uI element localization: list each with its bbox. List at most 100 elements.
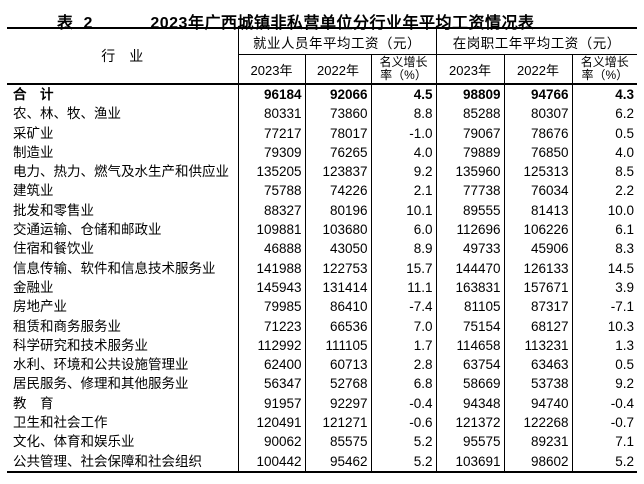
column-header-2022-staff: 2022年	[503, 54, 573, 85]
table-header: 行 业 就业人员年平均工资（元） 在岗职工年平均工资（元） 2023年 2022…	[7, 28, 638, 85]
value-cell: 79067	[435, 123, 505, 143]
industry-cell: 居民服务、修理和其他服务业	[13, 376, 189, 392]
value-cell: 74226	[304, 181, 371, 201]
value-cell: 95575	[435, 432, 505, 452]
value-cell: 3.9	[571, 277, 638, 298]
table-row: 公共管理、社会保障和社会组织 100442 95462 5.2 103691 98602 5…	[7, 451, 638, 472]
value-cell: 11.1	[370, 277, 437, 298]
value-cell: 14.5	[571, 258, 638, 278]
industry-cell: 房地产业	[13, 299, 67, 315]
value-cell: 8.5	[571, 162, 638, 182]
industry-cell: 电力、热力、燃气及水生产和供应业	[13, 164, 229, 180]
value-cell: 2.1	[370, 181, 437, 201]
table-row: 制造业 79309 76265 4.0 79889 76850 4.0	[7, 142, 638, 163]
value-cell: 106226	[503, 220, 573, 240]
value-cell: 120491	[237, 413, 305, 433]
value-cell: 6.8	[370, 374, 437, 394]
value-cell: 46888	[237, 239, 305, 259]
industry-cell: 科学研究和技术服务业	[13, 337, 148, 353]
value-cell: 2.2	[571, 181, 638, 201]
value-cell: 8.8	[370, 104, 437, 124]
value-cell: 112696	[435, 220, 505, 240]
industry-cell: 卫生和社会工作	[13, 415, 108, 431]
value-cell: -0.4	[571, 393, 638, 414]
industry-cell: 文化、体育和娱乐业	[13, 434, 135, 450]
value-cell: 79309	[237, 142, 305, 163]
value-cell: 111105	[304, 335, 371, 356]
value-cell: 135960	[435, 162, 505, 182]
value-cell: 4.3	[571, 84, 638, 105]
value-cell: 0.5	[571, 123, 638, 143]
value-cell: -1.0	[370, 123, 437, 143]
wage-table: 行 业 就业人员年平均工资（元） 在岗职工年平均工资（元） 2023年 2022…	[7, 27, 638, 473]
value-cell: 8.9	[370, 239, 437, 259]
value-cell: 5.2	[370, 451, 437, 472]
value-cell: 9.2	[571, 374, 638, 394]
value-cell: 10.1	[370, 200, 437, 221]
table-row: 农、林、牧、渔业 80331 73860 8.8 85288 80307 6.2	[7, 104, 638, 124]
value-cell: 88327	[237, 200, 305, 221]
value-cell: 131414	[304, 277, 371, 298]
value-cell: 98602	[503, 451, 573, 472]
value-cell: 112992	[237, 335, 305, 356]
table-row: 电力、热力、燃气及水生产和供应业 135205 123837 9.2 135960 125…	[7, 162, 638, 182]
industry-cell: 制造业	[13, 144, 54, 160]
value-cell: 85288	[435, 104, 505, 124]
value-cell: 6.0	[370, 220, 437, 240]
value-cell: 113231	[503, 335, 573, 356]
value-cell: 58669	[435, 374, 505, 394]
column-header-2022-employed: 2022年	[304, 54, 371, 85]
value-cell: 76850	[503, 142, 573, 163]
value-cell: 96184	[237, 84, 305, 105]
table-row: 文化、体育和娱乐业 90062 85575 5.2 95575 89231 7.1	[7, 432, 638, 452]
value-cell: 92066	[304, 84, 371, 105]
value-cell: 145943	[237, 277, 305, 298]
value-cell: 68127	[503, 316, 573, 336]
value-cell: 52768	[304, 374, 371, 394]
value-cell: 157671	[503, 277, 573, 298]
value-cell: 62400	[237, 355, 305, 375]
value-cell: 81413	[503, 200, 573, 221]
value-cell: 1.7	[370, 335, 437, 356]
value-cell: 122753	[304, 258, 371, 278]
table-row: 教 育 91957 92297 -0.4 94348 94740 -0.4	[7, 393, 638, 414]
table-row: 卫生和社会工作 120491 121271 -0.6 121372 122268 -0.7	[7, 413, 638, 433]
table-row: 居民服务、修理和其他服务业 56347 52768 6.8 58669 53738 9.2	[7, 374, 638, 394]
value-cell: 89555	[435, 200, 505, 221]
table-row: 水利、环境和公共设施管理业 62400 60713 2.8 63754 63463 0.5	[7, 355, 638, 375]
value-cell: 5.2	[571, 451, 638, 472]
group-header-employed-wage: 就业人员年平均工资（元）	[237, 28, 437, 55]
value-cell: 5.2	[370, 432, 437, 452]
value-cell: 6.2	[571, 104, 638, 124]
industry-cell: 教 育	[13, 395, 54, 411]
value-cell: 91957	[237, 393, 305, 414]
value-cell: 63754	[435, 355, 505, 375]
value-cell: 73860	[304, 104, 371, 124]
industry-cell: 采矿业	[13, 125, 54, 141]
value-cell: 8.3	[571, 239, 638, 259]
table-row: 房地产业 79985 86410 -7.4 81105 87317 -7.1	[7, 297, 638, 317]
value-cell: 56347	[237, 374, 305, 394]
value-cell: 66536	[304, 316, 371, 336]
value-cell: 4.0	[571, 142, 638, 163]
value-cell: 121372	[435, 413, 505, 433]
value-cell: 121271	[304, 413, 371, 433]
table-row: 建筑业 75788 74226 2.1 77738 76034 2.2	[7, 181, 638, 201]
table-row: 批发和零售业 88327 80196 10.1 89555 81413 10.0	[7, 200, 638, 221]
value-cell: -0.4	[370, 393, 437, 414]
value-cell: 75788	[237, 181, 305, 201]
column-header-2023-staff: 2023年	[435, 54, 505, 85]
value-cell: 98809	[435, 84, 505, 105]
value-cell: 7.1	[571, 432, 638, 452]
value-cell: 71223	[237, 316, 305, 336]
industry-cell: 信息传输、软件和信息技术服务业	[13, 260, 216, 276]
value-cell: 109881	[237, 220, 305, 240]
industry-cell: 建筑业	[13, 183, 54, 199]
value-cell: 94766	[503, 84, 573, 105]
value-cell: 87317	[503, 297, 573, 317]
industry-cell: 合 计	[13, 87, 54, 102]
sub-header-row: 2023年 2022年 名义增长 率（%） 2023年 2022年 名义增长 率…	[7, 54, 638, 85]
value-cell: -7.4	[370, 297, 437, 317]
value-cell: 125313	[503, 162, 573, 182]
